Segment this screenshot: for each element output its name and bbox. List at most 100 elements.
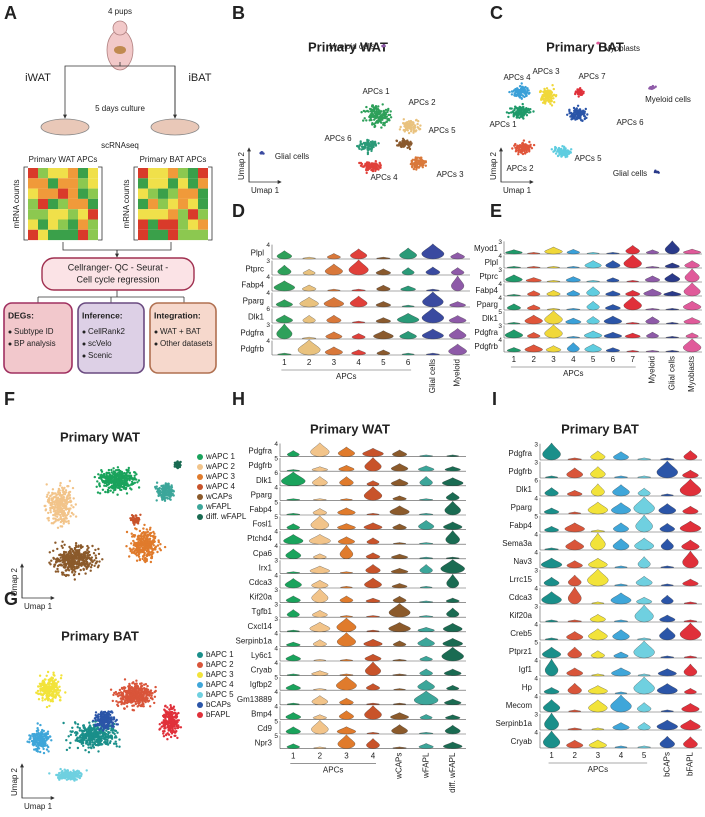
umap-point: [505, 111, 509, 114]
umap-point: [151, 692, 154, 695]
legend-swatch: [197, 474, 203, 480]
umap-point: [135, 700, 139, 703]
umap-point: [46, 730, 50, 733]
heat-cell: [48, 168, 58, 179]
umap-point: [420, 164, 423, 167]
umap-point: [57, 694, 61, 697]
umap-point: [381, 113, 384, 116]
umap-point: [33, 740, 37, 743]
umap-point: [105, 720, 109, 724]
umap-point: [112, 472, 115, 476]
label: scRNAseq: [101, 141, 139, 150]
umap-point: [72, 497, 75, 500]
umap-point: [97, 715, 100, 718]
heat-cell: [138, 219, 148, 230]
umap-point: [126, 477, 130, 480]
umap-point: [53, 674, 56, 677]
umap-point: [48, 704, 51, 708]
umap-point: [177, 465, 181, 469]
umap-point: [141, 557, 144, 561]
panel-letter: F: [4, 389, 15, 409]
umap-point: [111, 491, 115, 494]
umap-point: [507, 111, 511, 115]
heat-cell: [168, 168, 178, 179]
umap-point: [88, 553, 92, 557]
umap-point: [29, 736, 32, 739]
umap-point: [550, 100, 553, 103]
umap-point: [41, 696, 44, 700]
umap-point: [527, 109, 531, 112]
heat-cell: [178, 219, 188, 230]
heat-cell: [188, 168, 198, 179]
umap-point: [123, 487, 126, 490]
umap-point: [555, 94, 558, 97]
umap-point: [418, 128, 421, 131]
heat-cell: [68, 209, 78, 220]
umap-point: [361, 165, 364, 168]
umap-point: [140, 703, 143, 707]
umap-point: [122, 479, 126, 483]
umap-point: [87, 735, 91, 738]
umap-point: [130, 542, 133, 545]
umap-point: [91, 737, 94, 740]
umap-point: [557, 148, 560, 152]
umap-point: [60, 544, 63, 548]
umap-point: [139, 694, 142, 697]
umap-point: [65, 499, 68, 502]
umap-point: [516, 89, 519, 92]
umap-point: [111, 711, 114, 714]
umap-point: [65, 739, 68, 742]
heat-cell: [168, 219, 178, 230]
umap-point: [63, 486, 66, 490]
umap-point: [132, 709, 136, 712]
heat-cell: [138, 178, 148, 189]
umap-point: [41, 687, 44, 690]
umap-point: [89, 569, 92, 572]
umap-point: [511, 147, 514, 150]
umap-point: [577, 95, 580, 98]
umap-point: [76, 723, 80, 726]
umap-point: [363, 164, 366, 167]
umap-point: [57, 487, 61, 491]
umap-point: [103, 484, 106, 487]
cluster-label: Glial cells: [275, 152, 309, 161]
umap-point: [120, 471, 124, 475]
umap-point: [36, 692, 39, 695]
axis-label: Umap 2: [237, 151, 246, 180]
umap-point: [53, 521, 56, 524]
umap-point: [85, 566, 88, 569]
umap-point: [386, 118, 389, 121]
umap-point: [126, 483, 130, 487]
umap-point: [552, 87, 555, 91]
umap-point: [83, 552, 86, 556]
umap-point: [56, 564, 60, 568]
umap-point: [528, 148, 531, 152]
umap-point: [36, 722, 39, 725]
umap-point: [59, 500, 63, 504]
umap-point: [53, 689, 56, 693]
box-item: Scenic: [88, 351, 112, 360]
umap-point: [95, 727, 99, 730]
umap-point: [515, 94, 518, 98]
umap-point: [103, 736, 106, 739]
umap-point: [370, 118, 373, 122]
umap-point: [38, 733, 42, 736]
umap-point: [39, 739, 43, 742]
umap-point: [71, 564, 75, 568]
umap-point: [149, 526, 152, 529]
umap-point: [64, 501, 67, 505]
umap-point: [132, 539, 135, 543]
umap-point: [541, 98, 545, 101]
umap-point: [515, 106, 518, 110]
umap-point: [46, 493, 49, 496]
umap-point: [162, 488, 166, 491]
umap-point: [58, 494, 62, 497]
umap-point: [89, 738, 92, 741]
umap-point: [51, 493, 54, 496]
umap-point: [578, 112, 581, 116]
heat-cell: [138, 209, 148, 220]
umap-point: [91, 544, 94, 548]
umap-point: [367, 110, 370, 113]
umap-point: [166, 706, 169, 709]
umap-point: [62, 520, 66, 524]
